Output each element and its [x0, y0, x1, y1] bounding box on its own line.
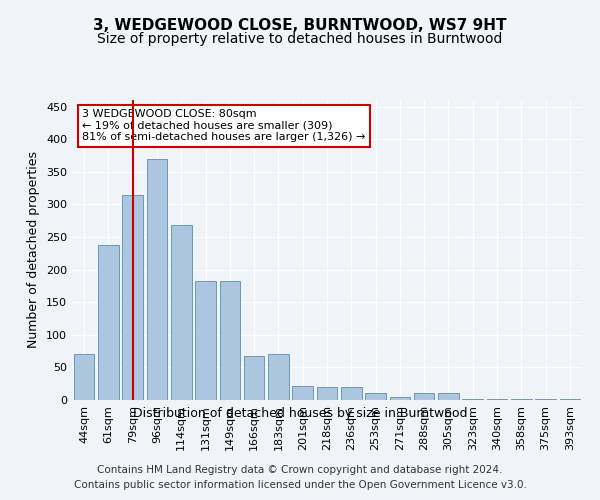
Text: Contains HM Land Registry data © Crown copyright and database right 2024.: Contains HM Land Registry data © Crown c…	[97, 465, 503, 475]
Bar	[389, 396, 410, 400]
Bar	[268, 354, 289, 400]
Bar	[317, 387, 337, 400]
Bar	[244, 356, 265, 400]
Bar	[463, 398, 483, 400]
Bar	[74, 354, 94, 400]
Bar	[292, 386, 313, 400]
Bar	[171, 225, 191, 400]
Bar	[220, 282, 240, 400]
Bar	[122, 194, 143, 400]
Text: 3, WEDGEWOOD CLOSE, BURNTWOOD, WS7 9HT: 3, WEDGEWOOD CLOSE, BURNTWOOD, WS7 9HT	[93, 18, 507, 32]
Bar	[98, 246, 119, 400]
Bar	[341, 387, 362, 400]
Text: Size of property relative to detached houses in Burntwood: Size of property relative to detached ho…	[97, 32, 503, 46]
Bar	[146, 158, 167, 400]
Bar	[365, 393, 386, 400]
Text: Contains public sector information licensed under the Open Government Licence v3: Contains public sector information licen…	[74, 480, 526, 490]
Text: Distribution of detached houses by size in Burntwood: Distribution of detached houses by size …	[133, 408, 467, 420]
Bar	[414, 394, 434, 400]
Y-axis label: Number of detached properties: Number of detached properties	[28, 152, 40, 348]
Bar	[195, 282, 216, 400]
Bar	[438, 393, 459, 400]
Text: 3 WEDGEWOOD CLOSE: 80sqm
← 19% of detached houses are smaller (309)
81% of semi-: 3 WEDGEWOOD CLOSE: 80sqm ← 19% of detach…	[82, 109, 365, 142]
